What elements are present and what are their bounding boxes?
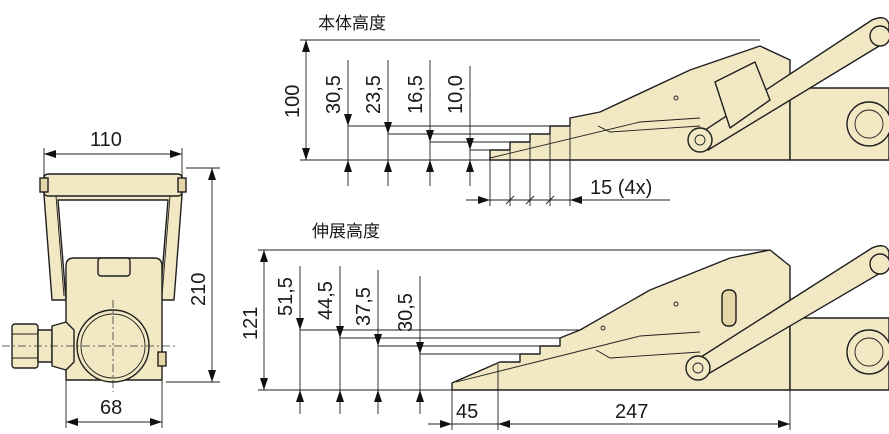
front-base-label: 68 [100,397,122,419]
bottom-step-label-2: 44,5 [315,281,337,320]
front-height-label: 210 [188,273,210,306]
top-side-view: 本体高度 100 30,5 [282,14,889,206]
front-view: 110 210 68 [2,129,220,428]
top-step-label-1: 30,5 [323,75,345,114]
bottom-side-view: 伸展高度 121 51,5 44,5 [240,222,889,430]
top-step-label-2: 23,5 [363,75,385,114]
bottom-wedge [451,249,791,391]
bottom-total-height-label: 121 [240,307,262,340]
top-view-caption: 本体高度 [318,14,386,34]
front-top-plug [97,257,131,277]
bottom-view-caption: 伸展高度 [312,222,380,242]
bottom-toe-label: 45 [456,401,478,423]
front-handle-top-bar [43,173,183,197]
top-pitch-label: 15 (4x) [590,177,652,199]
bottom-lever [689,245,889,375]
bottom-step-label-4: 30,5 [395,293,417,332]
bottom-step-label-3: 37,5 [353,287,375,326]
bottom-length-label: 247 [615,401,648,423]
top-step-label-4: 10,0 [445,75,467,114]
bottom-step-label-1: 51,5 [275,277,297,316]
top-total-height-label: 100 [282,85,304,118]
top-step-label-3: 16,5 [405,75,427,114]
front-width-label: 110 [90,129,122,151]
